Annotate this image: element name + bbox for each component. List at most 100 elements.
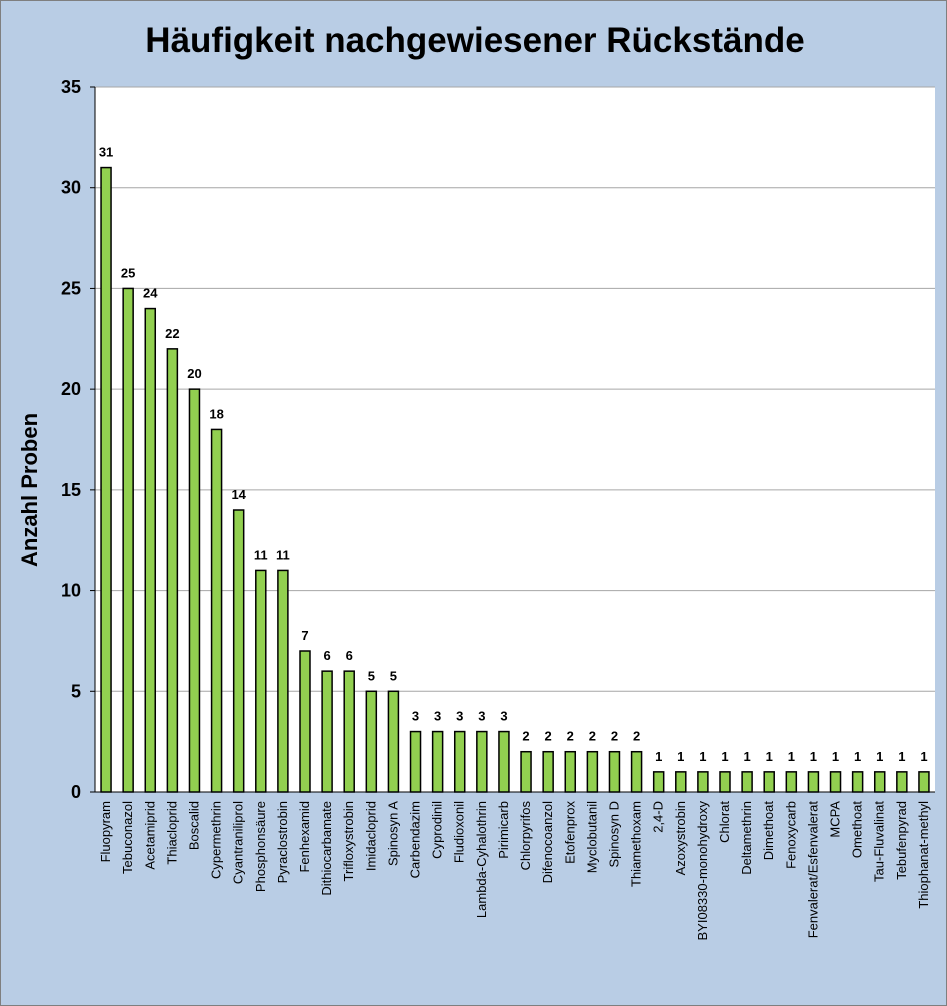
bar [586, 750, 599, 793]
bar [829, 771, 842, 793]
x-tick-label: Pyraclostrobin [275, 801, 290, 883]
y-tick-label: 10 [61, 581, 81, 601]
data-label: 1 [655, 749, 662, 764]
x-tick-label: BYI08330-monohydroxy [695, 801, 710, 941]
x-tick-label: Cyantraniliprol [231, 801, 246, 884]
bar [453, 730, 466, 793]
data-label: 31 [99, 145, 113, 160]
data-label: 18 [209, 406, 223, 421]
bar [873, 771, 886, 793]
data-label: 22 [165, 326, 179, 341]
data-label: 3 [478, 709, 485, 724]
x-tick-label: Carbendazim [408, 801, 423, 878]
chart-title: Häufigkeit nachgewiesener Rückstände [145, 21, 804, 60]
x-tick-label: Thiacloprid [164, 801, 179, 865]
bar [122, 287, 134, 793]
data-label: 1 [743, 749, 750, 764]
x-tick-label: Acetamiprid [142, 801, 157, 870]
bar [144, 307, 157, 793]
data-label: 1 [677, 749, 684, 764]
data-label: 2 [633, 729, 640, 744]
data-label: 2 [545, 729, 552, 744]
x-tick-label: Cyprodinil [430, 801, 445, 859]
data-label: 5 [390, 668, 397, 683]
y-tick-label: 15 [61, 480, 81, 500]
bar [630, 750, 643, 793]
data-label: 3 [456, 709, 463, 724]
bars [100, 166, 930, 793]
bar [896, 771, 908, 793]
x-tick-label: Phosphonsäure [253, 801, 268, 892]
bar [918, 771, 930, 793]
x-tick-label: Thiophanat-methyl [916, 801, 931, 909]
data-label: 1 [721, 749, 728, 764]
bar [697, 771, 709, 793]
x-tick-label: Fludioxonil [452, 801, 467, 863]
x-tick-label: Difenocoanzol [540, 801, 555, 883]
bar [255, 569, 267, 793]
data-label: 6 [323, 648, 330, 663]
data-label: 1 [832, 749, 839, 764]
data-label: 11 [254, 547, 268, 562]
data-label: 2 [611, 729, 618, 744]
x-tick-label: Spinosyn A [385, 801, 400, 866]
x-tick-label: Fluopyram [98, 801, 113, 862]
x-tick-label: Myclobutanil [584, 801, 599, 873]
x-tick-label: Tebufenpyrad [894, 801, 909, 880]
data-label: 14 [231, 487, 246, 502]
bar [277, 569, 289, 793]
x-tick-label: Deltamethrin [739, 801, 754, 875]
bar [387, 690, 400, 793]
x-tick-label: 2,4-D [651, 801, 666, 833]
bar [299, 650, 311, 793]
bar [365, 690, 378, 793]
data-label: 1 [898, 749, 905, 764]
data-label: 1 [920, 749, 927, 764]
x-tick-label: Dithiocarbamate [319, 801, 334, 896]
data-label: 20 [187, 366, 201, 381]
data-label: 7 [301, 628, 308, 643]
bar [608, 750, 621, 793]
y-tick-label: 35 [61, 77, 81, 97]
x-tick-label: Chlorpyrifos [518, 801, 533, 871]
y-tick-label: 5 [71, 681, 81, 701]
x-tick-label: Dimethoat [761, 801, 776, 861]
x-tick-label: Chlorat [717, 801, 732, 843]
data-label: 1 [699, 749, 706, 764]
y-tick-label: 20 [61, 379, 81, 399]
bar [321, 670, 333, 793]
bar [851, 771, 864, 793]
data-label: 3 [500, 709, 507, 724]
data-label: 5 [368, 668, 375, 683]
y-tick-label: 0 [71, 782, 81, 802]
x-tick-label: Fenhexamid [297, 801, 312, 873]
x-tick-label: Fenvalerat/Esfenvalerat [805, 801, 820, 939]
data-label: 11 [276, 547, 290, 562]
data-label: 2 [522, 729, 529, 744]
y-tick-label: 25 [61, 278, 81, 298]
data-label: 3 [434, 709, 441, 724]
data-label: 1 [876, 749, 883, 764]
bar [652, 771, 665, 793]
bar [166, 348, 179, 793]
bar [564, 750, 577, 793]
x-tick-label: Fenoxycarb [783, 801, 798, 869]
data-label: 3 [412, 709, 419, 724]
x-tick-label: Spinosyn D [606, 801, 621, 867]
bar [100, 166, 112, 793]
data-label: 2 [589, 729, 596, 744]
bar [343, 670, 355, 793]
x-tick-label: Tebuconazol [120, 801, 135, 874]
data-label: 2 [567, 729, 574, 744]
y-axis-label: Anzahl Proben [17, 413, 42, 567]
x-tick-label: Omethoat [850, 801, 865, 858]
bar [763, 771, 775, 793]
x-tick-label: Cypermethrin [209, 801, 224, 879]
data-label: 24 [143, 286, 158, 301]
x-tick-label: Imidacloprid [363, 801, 378, 871]
bar [498, 730, 510, 793]
data-label: 1 [766, 749, 773, 764]
x-tick-label: Lambda-Cyhalothrin [474, 801, 489, 918]
